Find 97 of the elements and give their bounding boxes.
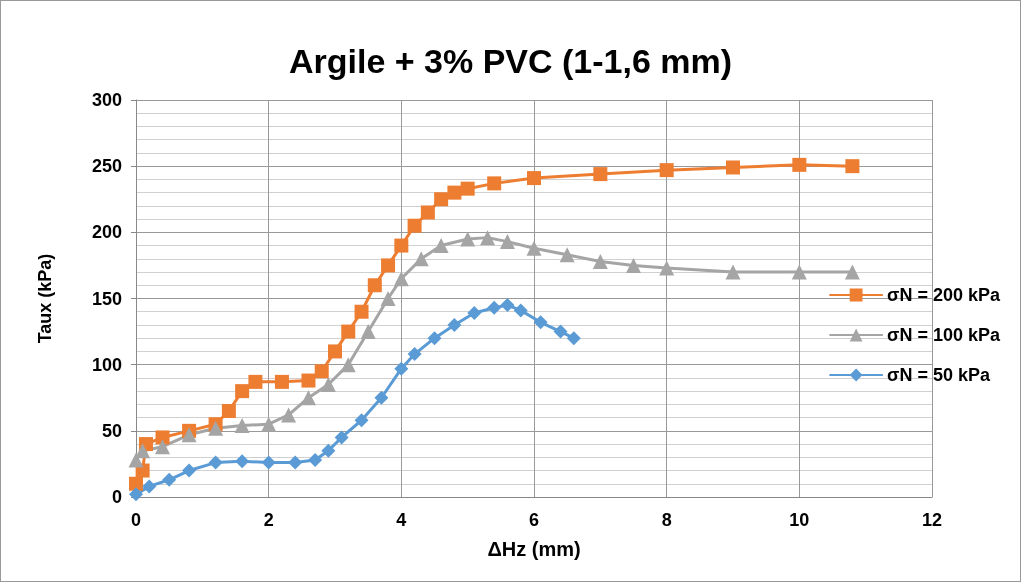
legend-label: σN = 200 kPa (887, 285, 1001, 305)
legend-label: σN = 50 kPa (887, 365, 991, 385)
point (142, 479, 157, 494)
point (407, 218, 422, 233)
point (300, 390, 316, 406)
point (566, 331, 581, 346)
point (420, 205, 435, 220)
point (553, 324, 568, 339)
point (792, 157, 807, 172)
point (308, 452, 323, 467)
point (427, 331, 442, 346)
point (659, 163, 674, 178)
point (208, 420, 224, 436)
point (182, 463, 197, 478)
y-tick-label: 200 (91, 222, 122, 243)
point (248, 374, 263, 389)
point (433, 238, 449, 254)
point (526, 240, 542, 256)
point (129, 476, 143, 491)
point (592, 253, 608, 269)
point (394, 238, 409, 253)
point (129, 487, 143, 502)
point (447, 317, 462, 332)
point (407, 347, 422, 362)
y-tick-label: 300 (91, 90, 122, 110)
point (791, 264, 807, 280)
point (626, 257, 641, 273)
point (844, 264, 860, 280)
point (128, 452, 144, 468)
x-axis-title: ΔHz (mm) (487, 538, 581, 560)
point (434, 192, 449, 207)
point (354, 304, 369, 319)
point (340, 357, 356, 373)
point (659, 260, 675, 276)
chart-title: Argile + 3% PVC (1-1,6 mm) (288, 42, 733, 80)
point (288, 455, 303, 470)
point (208, 455, 223, 470)
y-tick-label: 50 (101, 420, 122, 441)
x-tick-label: 6 (528, 510, 540, 530)
x-tick-label: 0 (130, 510, 142, 530)
point (281, 407, 297, 423)
point (181, 427, 197, 443)
point (513, 303, 528, 318)
y-axis-title: Taux (kPa) (35, 253, 55, 344)
point (320, 377, 336, 393)
point (261, 416, 277, 432)
point (527, 171, 541, 186)
x-tick-label: 10 (789, 510, 810, 530)
point (725, 264, 741, 280)
point (499, 234, 515, 250)
point (162, 472, 177, 487)
x-tick-label: 4 (396, 510, 407, 530)
point (467, 306, 482, 321)
point (360, 324, 376, 340)
y-tick-label: 100 (91, 354, 122, 375)
point (135, 443, 151, 459)
point (460, 231, 476, 247)
point (235, 384, 250, 399)
point (354, 413, 369, 428)
point (155, 430, 170, 445)
point (726, 160, 740, 175)
point (261, 455, 276, 470)
point (235, 454, 250, 469)
point (381, 258, 396, 273)
point (845, 159, 860, 174)
x-tick-label: 12 (921, 510, 943, 530)
point (559, 247, 575, 263)
y-tick-label: 0 (111, 487, 122, 507)
point (487, 300, 502, 315)
point (234, 418, 250, 434)
point (321, 443, 336, 458)
point (314, 364, 329, 379)
x-tick-label: 2 (263, 510, 274, 530)
point (480, 230, 496, 246)
point (487, 176, 502, 191)
point (155, 439, 171, 455)
point (393, 271, 409, 287)
point (334, 430, 349, 445)
point (328, 344, 342, 359)
y-tick-label: 150 (91, 288, 122, 309)
point (274, 374, 289, 389)
point (460, 181, 475, 196)
point (341, 324, 356, 339)
point (413, 251, 429, 267)
point (301, 373, 316, 388)
y-tick-label: 250 (91, 156, 122, 177)
point (394, 361, 409, 376)
x-tick-label: 8 (661, 510, 672, 530)
point (447, 185, 462, 200)
point (533, 315, 548, 330)
point (221, 403, 236, 418)
legend-label: σN = 100 kPa (887, 325, 1001, 345)
point (367, 278, 382, 293)
point (374, 390, 389, 405)
point (380, 291, 396, 306)
point (593, 167, 608, 182)
point (500, 298, 515, 313)
